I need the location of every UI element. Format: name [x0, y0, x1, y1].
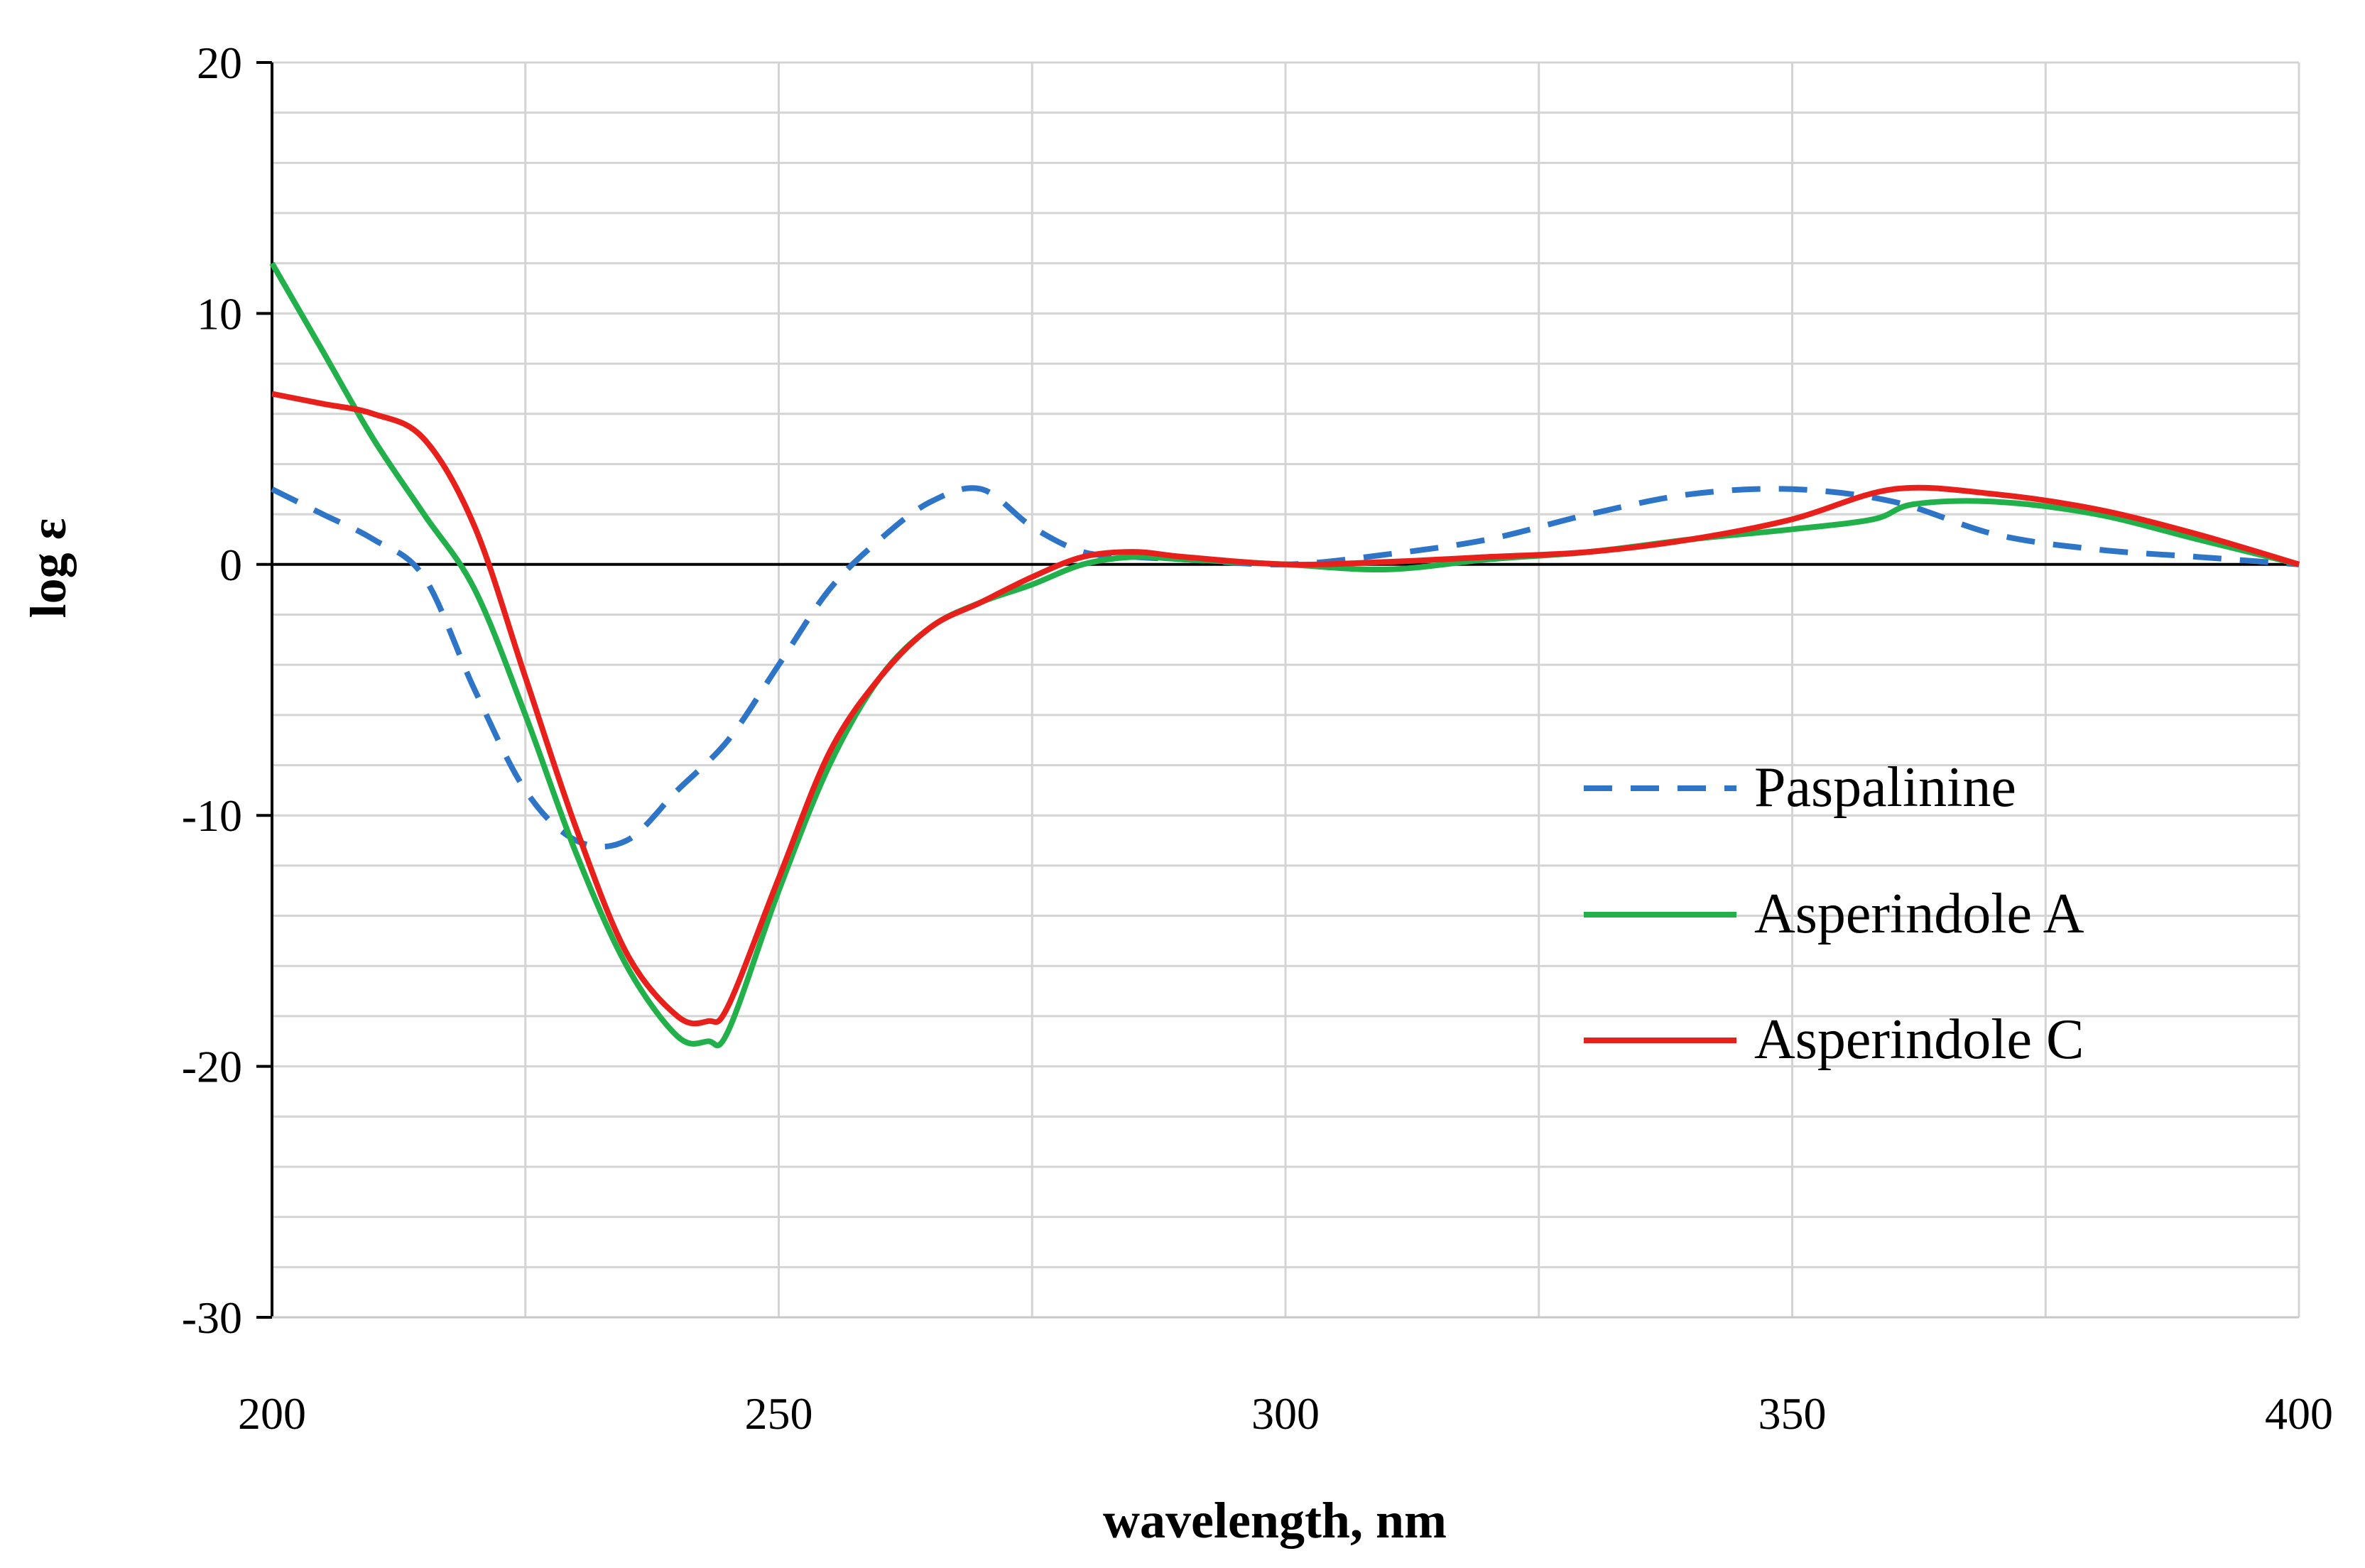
- y-tick-label: 0: [219, 540, 242, 590]
- x-tick-label: 300: [1251, 1388, 1320, 1439]
- data-series: [269, 261, 2300, 1049]
- x-tick-label: 350: [1758, 1388, 1827, 1439]
- y-tick-label: 10: [197, 288, 242, 339]
- x-axis-title: wavelength, nm: [1103, 1492, 1447, 1549]
- y-tick-label: -10: [182, 790, 242, 841]
- y-tick-label: -20: [182, 1042, 242, 1092]
- series-line-asperindole-c: [271, 391, 2300, 1027]
- x-tick-label: 250: [745, 1388, 813, 1439]
- legend-label-asperindole-c: Asperindole C: [1754, 1008, 2084, 1071]
- legend-label-paspalinine: Paspalinine: [1754, 756, 2016, 819]
- x-tick-label: 200: [238, 1388, 306, 1439]
- legend-label-asperindole-a: Asperindole A: [1754, 883, 2084, 945]
- x-tick-label: 400: [2265, 1388, 2333, 1439]
- y-axis-title: log ε: [20, 518, 77, 619]
- legend: Paspalinine Asperindole A Asperindole C: [1584, 756, 2084, 1071]
- y-tick-label: -30: [182, 1292, 242, 1343]
- tick-labels: 20 10 0 -10 -20 -30 200 250 300 350 400: [182, 38, 2333, 1439]
- y-tick-label: 20: [197, 38, 242, 88]
